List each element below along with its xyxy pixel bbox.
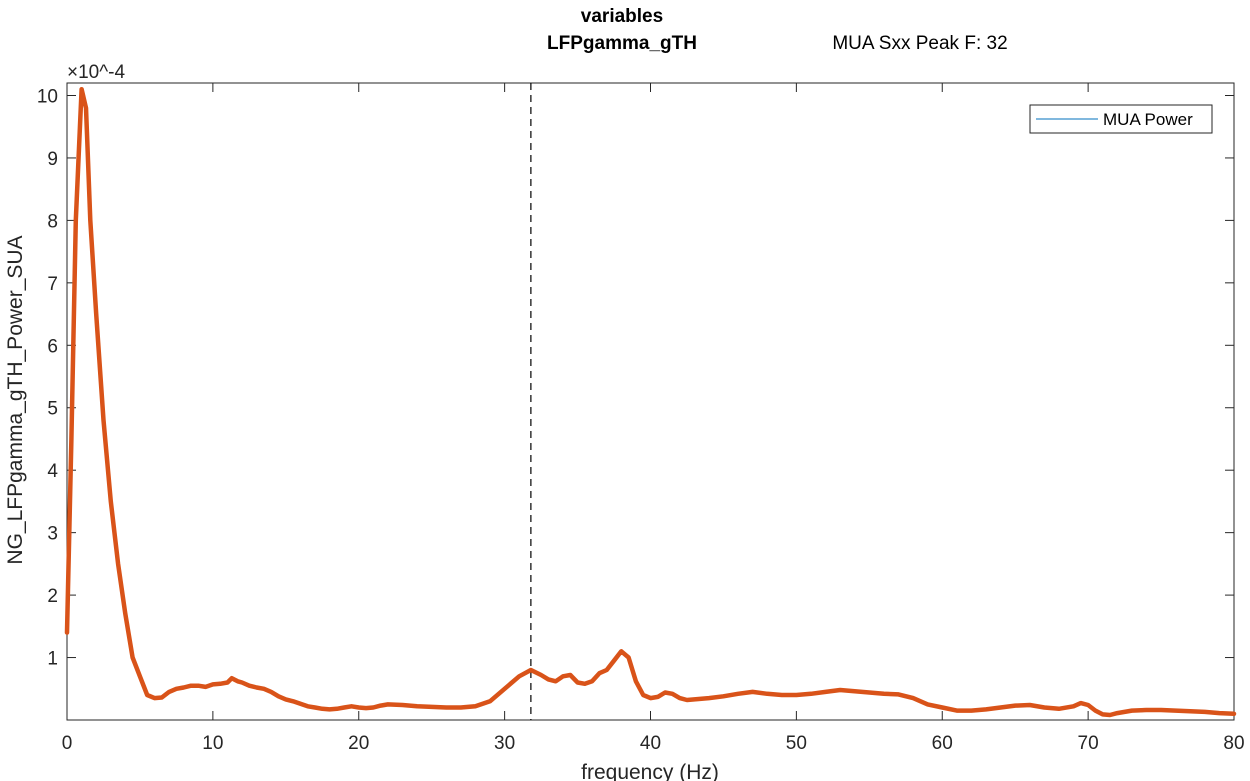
legend[interactable]: MUA Power (1029, 104, 1213, 134)
x-tick-label-5: 50 (786, 733, 807, 754)
axes-box (66, 82, 1235, 721)
series-line-0 (64, 86, 1237, 718)
y-tick-label-1: 2 (47, 586, 58, 607)
y-tick-label-7: 8 (47, 211, 58, 232)
x-tick-label-6: 60 (932, 733, 953, 754)
y-tick-label-2: 3 (47, 524, 58, 545)
x-tick-label-0: 0 (62, 733, 73, 754)
y-tick-label-8: 9 (47, 149, 58, 170)
y-tick-label-6: 7 (47, 274, 58, 295)
x-tick-label-2: 20 (348, 733, 369, 754)
plot-area: 0 10 20 30 40 50 60 70 80 1 2 3 4 5 6 7 8 9 10 (37, 82, 1245, 754)
y-tick-label-5: 6 (47, 336, 58, 357)
x-tick-label-3: 30 (494, 733, 515, 754)
x-tick-label-8: 80 (1223, 733, 1244, 754)
y-tick-label-4: 5 (47, 399, 58, 420)
chart-subtitle: MUA Sxx Peak F: 32 (832, 33, 1007, 54)
x-tick-label-4: 40 (640, 733, 661, 754)
y-axis-label: NG_LFPgamma_gTH_Power_SUA (4, 235, 27, 564)
legend-label-mua-power: MUA Power (1103, 110, 1193, 129)
y-tick-label-9: 10 (37, 86, 58, 107)
x-tick-label-1: 10 (202, 733, 223, 754)
x-tick-label-7: 70 (1078, 733, 1099, 754)
x-axis-label: frequency (Hz) (581, 761, 719, 781)
y-tick-label-0: 1 (47, 649, 58, 670)
y-exponent-label: ×10^-4 (67, 62, 125, 83)
chart-title-line-2: LFPgamma_gTH (547, 33, 697, 54)
chart-title-line-1: variables (581, 6, 663, 27)
y-tick-label-3: 4 (47, 461, 58, 482)
